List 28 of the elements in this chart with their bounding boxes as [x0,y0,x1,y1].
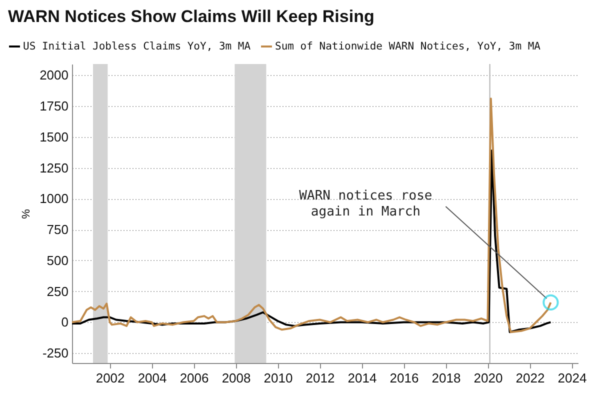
x-tick-label: 2016 [390,370,419,386]
y-tick-label: 500 [46,252,68,268]
x-tick-label: 2012 [306,370,335,386]
x-tick-label: 2004 [138,370,167,386]
x-tick-label: 2008 [222,370,251,386]
x-tick-label: 2010 [264,370,293,386]
x-tick-label: 2018 [432,370,461,386]
line-series [71,149,552,334]
y-tick-label: 1500 [40,129,68,144]
legend-label: Sum of Nationwide WARN Notices, YoY, 3m MA [275,40,542,52]
y-tick-label: -250 [42,346,68,361]
chart-title: WARN Notices Show Claims Will Keep Rising [8,7,374,26]
y-tick-label: 750 [46,222,68,238]
y-tick-label: 1000 [40,191,68,206]
y-tick-label: 250 [46,284,68,299]
y-tick-label: 1750 [40,98,68,114]
x-tick-label: 2024 [558,370,587,386]
x-tick-label: 2002 [96,370,125,386]
y-tick-label: 1250 [40,160,68,176]
legend-label: US Initial Jobless Claims YoY, 3m MA [23,40,252,52]
x-tick-label: 2006 [180,370,209,386]
x-tick-label: 2014 [348,370,377,386]
y-tick-label: 0 [61,314,68,330]
y-axis-title: % [20,208,33,219]
x-tick-label: 2020 [474,370,503,386]
annotation: WARN notices rose again in March [299,188,432,220]
y-tick-label: 2000 [40,68,68,83]
x-tick-label: 2022 [516,370,545,386]
